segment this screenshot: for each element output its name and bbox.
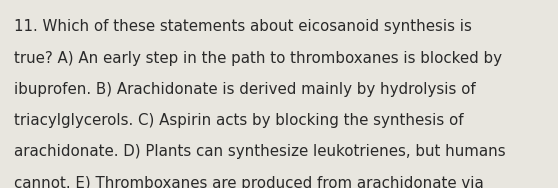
Text: ibuprofen. B) Arachidonate is derived mainly by hydrolysis of: ibuprofen. B) Arachidonate is derived ma…: [14, 82, 475, 97]
Text: arachidonate. D) Plants can synthesize leukotrienes, but humans: arachidonate. D) Plants can synthesize l…: [14, 144, 506, 159]
Text: cannot. E) Thromboxanes are produced from arachidonate via: cannot. E) Thromboxanes are produced fro…: [14, 176, 484, 188]
Text: true? A) An early step in the path to thromboxanes is blocked by: true? A) An early step in the path to th…: [14, 51, 502, 66]
Text: 11. Which of these statements about eicosanoid synthesis is: 11. Which of these statements about eico…: [14, 19, 472, 34]
Text: triacylglycerols. C) Aspirin acts by blocking the synthesis of: triacylglycerols. C) Aspirin acts by blo…: [14, 113, 464, 128]
